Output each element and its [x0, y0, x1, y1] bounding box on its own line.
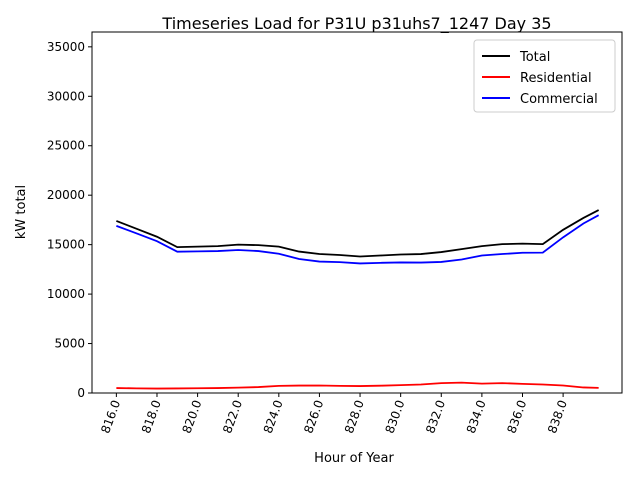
x-tick-label: 832.0	[423, 398, 448, 435]
legend: Total Residential Commercial	[473, 39, 616, 113]
x-tick-label: 828.0	[342, 398, 367, 435]
series-line-commercial	[116, 214, 600, 265]
x-tick-label: 824.0	[261, 398, 286, 435]
x-tick-label: 820.0	[180, 398, 205, 435]
y-tick-label: 5000	[54, 337, 85, 351]
series-line-residential	[116, 381, 599, 390]
plot-area	[91, 31, 623, 394]
x-tick-label: 816.0	[98, 398, 123, 435]
x-axis-label: Hour of Year	[314, 451, 394, 466]
y-axis-label: kW total	[14, 185, 29, 239]
y-tick-label: 15000	[47, 238, 85, 252]
x-tick-label: 836.0	[504, 398, 529, 435]
chart-title: Timeseries Load for P31U p31uhs7_1247 Da…	[161, 14, 551, 34]
y-tick-label: 10000	[47, 287, 85, 301]
legend-box	[473, 39, 616, 113]
y-tick-label: 0	[77, 386, 85, 400]
y-tick-label: 25000	[47, 139, 85, 153]
series-line-total	[116, 209, 600, 258]
x-tick-label: 838.0	[545, 398, 570, 435]
legend-label: Residential	[520, 71, 592, 86]
x-tick-label: 826.0	[301, 398, 326, 435]
x-tick-label: 822.0	[220, 398, 245, 435]
y-tick-label: 20000	[47, 188, 85, 202]
x-tick-label: 834.0	[464, 398, 489, 435]
x-tick-label: 818.0	[139, 398, 164, 435]
legend-label: Commercial	[520, 92, 598, 107]
x-tick-label: 830.0	[383, 398, 408, 435]
y-tick-label: 35000	[47, 40, 85, 54]
legend-label: Total	[519, 50, 550, 65]
y-tick-label: 30000	[47, 89, 85, 103]
